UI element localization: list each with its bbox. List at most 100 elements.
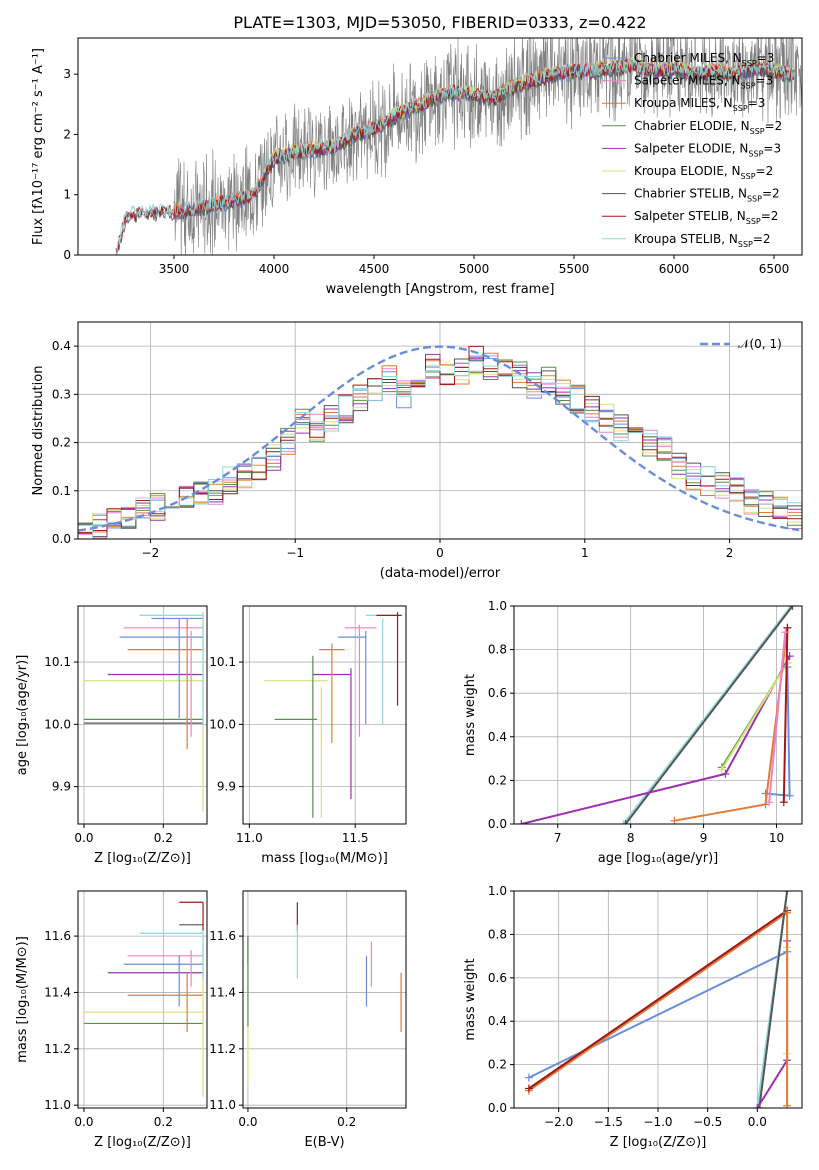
y-tick-label: 0.6 <box>488 971 507 985</box>
axes-frame <box>242 890 407 1109</box>
y-tick-label: 11.6 <box>44 929 71 943</box>
legend-label-sub: SSP <box>750 127 765 136</box>
y-tick-label: 0.3 <box>52 387 71 401</box>
legend-label: Chabrier STELIB, NSSP=2 <box>634 187 780 204</box>
chart-massweight-vs-Z: −2.0 −1.5 −1.0 −0.5 0.0 0.0 0.2 0.4 0.6 0.8 1.0 Z [… <box>463 884 803 1150</box>
x-tick-label: 2 <box>726 546 734 560</box>
legend-label: Salpeter STELIB, NSSP=2 <box>634 209 778 226</box>
x-axis-label: Z [log₁₀(Z/Z⊙)] <box>94 851 191 866</box>
legend-label-sub: SSP <box>741 172 756 181</box>
chart-residuals: 𝒩(0, 1) −2 −1 0 1 2 0.0 0.1 0.2 0.3 0.4 (data-model… <box>31 321 803 581</box>
y-tick-label: 11.6 <box>209 929 236 943</box>
legend-label-main: Salpeter MILES, N <box>634 74 741 88</box>
chart-age-vs-Z: 0.0 0.2 9.9 10.0 10.1 Z [log₁₀(Z/Z⊙)] age [log… <box>15 605 208 866</box>
plot-area <box>83 612 204 812</box>
mass-weight-line-salpeter-elodie <box>521 655 791 824</box>
legend-label-value: =2 <box>761 209 779 223</box>
plot-area <box>517 606 797 824</box>
x-axis-label: Z [log₁₀(Z/Z⊙)] <box>610 1135 707 1150</box>
y-tick-label: 0.2 <box>52 436 71 450</box>
legend-label: Kroupa MILES, NSSP=3 <box>634 96 765 113</box>
y-tick-label: 10.0 <box>44 717 71 731</box>
legend-label-sub: SSP <box>748 149 763 158</box>
y-tick-label: 11.4 <box>209 985 236 999</box>
y-tick-label: 9.9 <box>52 780 71 794</box>
legend-label-value: =2 <box>762 187 780 201</box>
legend-label-value: =2 <box>753 232 771 246</box>
x-axis-label: Z [log₁₀(Z/Z⊙)] <box>94 1135 191 1150</box>
y-tick-label: 0.6 <box>488 686 507 700</box>
mass-weight-line-kroupa-miles <box>528 911 788 1092</box>
x-tick-label: 0.0 <box>74 831 93 845</box>
x-tick-label: 9 <box>700 831 708 845</box>
legend-label: Salpeter ELODIE, NSSP=3 <box>634 141 781 158</box>
y-tick-label: 0.4 <box>488 730 507 744</box>
x-tick-label: −1.0 <box>643 1115 672 1129</box>
x-tick-label: −0.5 <box>693 1115 722 1129</box>
legend-label-value: =3 <box>756 74 774 88</box>
plot-area <box>524 891 792 1108</box>
histogram-step-kroupa-stelib <box>78 361 802 539</box>
axes-frame <box>77 605 208 825</box>
model-line-kroupa-stelib <box>115 56 795 255</box>
x-tick-label: 5000 <box>459 262 490 276</box>
x-tick-label: −1 <box>286 546 304 560</box>
legend-label-main: Chabrier STELIB, N <box>634 187 747 201</box>
x-axis-label: age [log₁₀(age/yr)] <box>598 851 719 866</box>
histogram-step-salpeter-stelib <box>78 345 802 533</box>
y-axis-label: Normed distribution <box>31 366 46 496</box>
legend-label-main: Kroupa STELIB, N <box>634 232 738 246</box>
y-tick-label: 0.4 <box>52 339 71 353</box>
x-tick-label: −2 <box>142 546 160 560</box>
y-tick-label: 3 <box>63 67 71 81</box>
legend-label-sub: SSP <box>738 240 753 249</box>
legend-label-value: =2 <box>756 164 774 178</box>
chart-massweight-vs-age: 7 8 9 10 0.0 0.2 0.4 0.6 0.8 1.0 age [log₁₀(age/yr… <box>463 599 803 866</box>
y-tick-label: 0.8 <box>488 927 507 941</box>
y-tick-label: 0.2 <box>488 1058 507 1072</box>
y-tick-label: 11.2 <box>44 1042 71 1056</box>
mass-weight-line-kroupa-elodie <box>720 662 789 771</box>
legend-label: Chabrier MILES, NSSP=3 <box>634 51 774 68</box>
x-tick-label: 10 <box>769 831 784 845</box>
y-axis-label: age [log₁₀(age/yr)] <box>15 655 30 776</box>
mass-weight-line-salpeter-stelib <box>528 909 788 1090</box>
legend-label-sub: SSP <box>746 217 761 226</box>
legend-label-sub: SSP <box>733 104 748 113</box>
y-tick-label: 11.4 <box>44 985 71 999</box>
x-tick-label: 0.0 <box>748 1115 767 1129</box>
mass-weight-line-chabrier-stelib <box>758 891 789 1108</box>
y-tick-label: 1 <box>63 188 71 202</box>
x-tick-label: 0 <box>436 546 444 560</box>
x-tick-label: 5500 <box>559 262 590 276</box>
legend-label-sub: SSP <box>741 82 756 91</box>
legend-label-main: Salpeter STELIB, N <box>634 209 746 223</box>
x-tick-label: 0.2 <box>154 831 173 845</box>
legend-label-sub: SSP <box>747 195 762 204</box>
y-tick-label: 2 <box>63 127 71 141</box>
legend-label-main: Kroupa ELODIE, N <box>634 164 741 178</box>
y-tick-label: 0 <box>63 248 71 262</box>
legend-label-main: Chabrier ELODIE, N <box>634 119 750 133</box>
legend-label: Kroupa STELIB, NSSP=2 <box>634 232 771 249</box>
legend-label-sub: SSP <box>742 59 757 68</box>
x-tick-label: 7 <box>554 831 562 845</box>
x-axis-label: mass [log₁₀(M/M⊙)] <box>261 851 388 866</box>
axes-frame <box>77 37 803 256</box>
normal-curve <box>78 345 800 532</box>
y-axis-label: mass [log₁₀(M/M⊙)] <box>15 936 30 1063</box>
y-tick-label: 0.0 <box>52 532 71 546</box>
y-tick-label: 1.0 <box>488 599 507 613</box>
legend-label-main: Salpeter ELODIE, N <box>634 141 748 155</box>
y-tick-label: 0.4 <box>488 1014 507 1028</box>
y-axis-label: mass weight <box>463 958 478 1040</box>
x-tick-label: 0.2 <box>154 1115 173 1129</box>
legend-label: Salpeter MILES, NSSP=3 <box>634 74 773 91</box>
y-axis-label: mass weight <box>463 674 478 756</box>
mass-weight-line-chabrier-stelib <box>624 606 794 824</box>
x-tick-label: −2.0 <box>544 1115 573 1129</box>
x-tick-label: −1.5 <box>594 1115 623 1129</box>
axes-frame <box>242 605 407 825</box>
y-tick-label: 10.1 <box>209 655 236 669</box>
